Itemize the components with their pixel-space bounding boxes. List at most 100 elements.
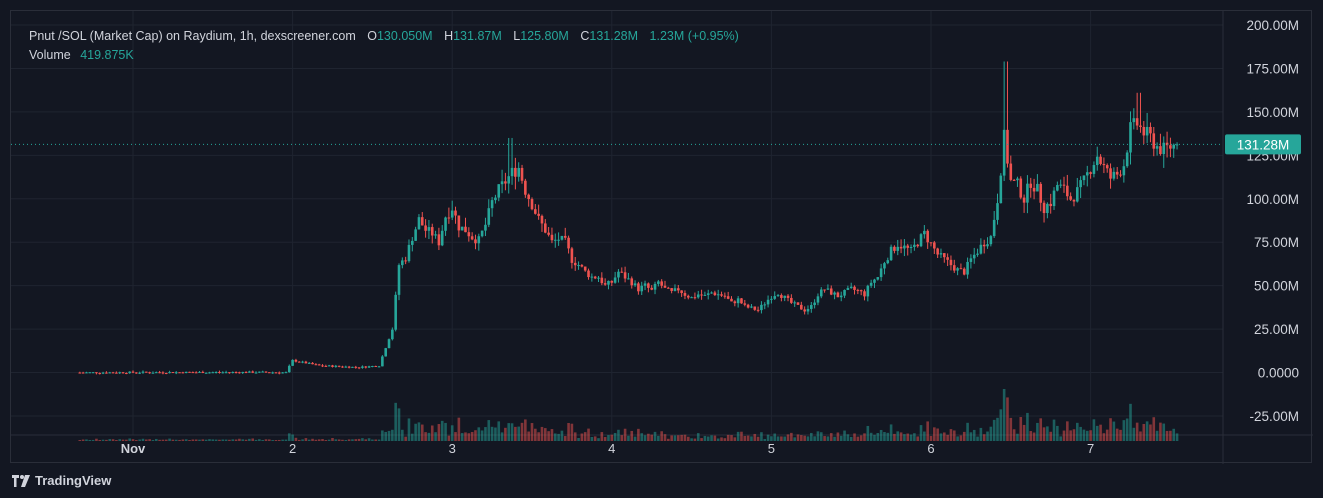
candle-body bbox=[690, 297, 693, 299]
volume-bar bbox=[1059, 436, 1062, 441]
candle-body bbox=[447, 217, 451, 219]
candle-body bbox=[148, 372, 151, 374]
candle-body bbox=[866, 285, 870, 297]
volume-bar bbox=[773, 433, 777, 441]
x-tick-label: 6 bbox=[927, 441, 934, 456]
low-value: 125.80M bbox=[520, 29, 569, 43]
candle-body bbox=[477, 236, 481, 244]
candle-body bbox=[906, 245, 910, 248]
candle-body bbox=[683, 293, 687, 296]
volume-bar bbox=[164, 439, 168, 441]
candle-body bbox=[913, 244, 916, 247]
candle-body bbox=[440, 230, 444, 246]
volume-bar bbox=[1026, 412, 1029, 441]
volume-bar bbox=[1082, 429, 1086, 441]
volume-bar bbox=[1109, 418, 1112, 441]
candle-body bbox=[926, 230, 929, 243]
volume-bar bbox=[796, 434, 800, 441]
volume-bar bbox=[214, 439, 218, 441]
volume-bar bbox=[514, 426, 517, 441]
candle-body bbox=[986, 244, 989, 247]
volume-bar bbox=[720, 437, 723, 441]
volume-bar bbox=[211, 439, 215, 441]
y-tick-label: 100.00M bbox=[1246, 192, 1299, 207]
candle-body bbox=[327, 365, 331, 367]
candle-body bbox=[637, 283, 640, 292]
volume-bar bbox=[843, 430, 846, 441]
candle-body bbox=[593, 276, 597, 279]
candle-body bbox=[1159, 146, 1162, 155]
candle-body bbox=[1155, 146, 1159, 149]
candle-body bbox=[391, 329, 394, 340]
candle-body bbox=[191, 372, 195, 374]
volume-bar bbox=[291, 434, 294, 441]
candle-body bbox=[115, 372, 118, 374]
candle-body bbox=[1069, 196, 1072, 200]
volume-bar bbox=[607, 435, 610, 441]
volume-bar bbox=[261, 440, 264, 441]
volume-bar bbox=[404, 436, 407, 441]
volume-bar bbox=[866, 425, 870, 441]
volume-bar bbox=[926, 421, 929, 441]
candle-body bbox=[750, 306, 753, 308]
volume-bar bbox=[929, 435, 933, 441]
candle-body bbox=[1089, 172, 1092, 174]
candle-body bbox=[1022, 197, 1026, 203]
volume-bar bbox=[756, 436, 760, 441]
candle-body bbox=[1049, 203, 1052, 207]
candle-body bbox=[720, 294, 723, 296]
candle-body bbox=[853, 286, 856, 290]
volume-bar bbox=[417, 422, 421, 441]
candle-body bbox=[663, 285, 667, 288]
candle-body bbox=[281, 372, 284, 374]
volume-bar bbox=[341, 439, 344, 441]
candle-body bbox=[886, 260, 890, 264]
chart-frame[interactable]: 200.00M 175.00M 150.00M 125.00M 100.00M 75.00… bbox=[10, 10, 1313, 464]
candle-body bbox=[161, 372, 165, 374]
candle-body bbox=[334, 365, 338, 367]
volume-bar bbox=[1042, 427, 1046, 441]
candle-body bbox=[264, 371, 268, 373]
candle-body bbox=[803, 309, 806, 312]
candle-body bbox=[952, 265, 956, 271]
volume-bar bbox=[391, 429, 394, 441]
candle-body bbox=[1059, 184, 1062, 186]
volume-bar bbox=[311, 438, 314, 441]
candlestick-chart[interactable]: 200.00M175.00M150.00M125.00M100.00M75.00… bbox=[11, 11, 1313, 464]
volume-bar bbox=[663, 434, 667, 441]
candle-body bbox=[706, 293, 710, 295]
volume-bar bbox=[547, 431, 550, 441]
candle-body bbox=[361, 366, 364, 368]
volume-bar bbox=[264, 439, 268, 441]
candle-body bbox=[194, 372, 198, 374]
candle-body bbox=[936, 248, 939, 255]
candle-body bbox=[550, 234, 554, 241]
volume-bar bbox=[1099, 424, 1102, 441]
volume-bar bbox=[284, 439, 288, 441]
candle-body bbox=[557, 239, 560, 241]
candle-body bbox=[254, 372, 258, 374]
volume-bar bbox=[603, 437, 607, 441]
candle-body bbox=[1135, 118, 1139, 126]
candle-body bbox=[397, 265, 401, 295]
volume-bar bbox=[474, 430, 477, 441]
candle-body bbox=[184, 371, 188, 374]
candle-body bbox=[188, 371, 191, 373]
candle-body bbox=[95, 372, 98, 374]
candle-body bbox=[760, 304, 763, 311]
volume-bar bbox=[879, 429, 883, 441]
candle-body bbox=[1129, 122, 1132, 153]
volume-bar bbox=[903, 434, 906, 441]
volume-bar bbox=[88, 440, 92, 441]
volume-bar bbox=[158, 439, 161, 441]
candle-body bbox=[268, 372, 271, 374]
candle-body bbox=[1105, 165, 1109, 169]
volume-bar bbox=[883, 432, 886, 441]
volume-bar bbox=[962, 431, 966, 441]
volume-bar bbox=[484, 427, 487, 441]
candle-body bbox=[1092, 165, 1096, 174]
tradingview-brand-text: TradingView bbox=[35, 473, 112, 488]
candle-body bbox=[929, 242, 933, 244]
volume-bar bbox=[790, 432, 793, 441]
tradingview-logo-link[interactable]: TradingView bbox=[12, 473, 111, 488]
